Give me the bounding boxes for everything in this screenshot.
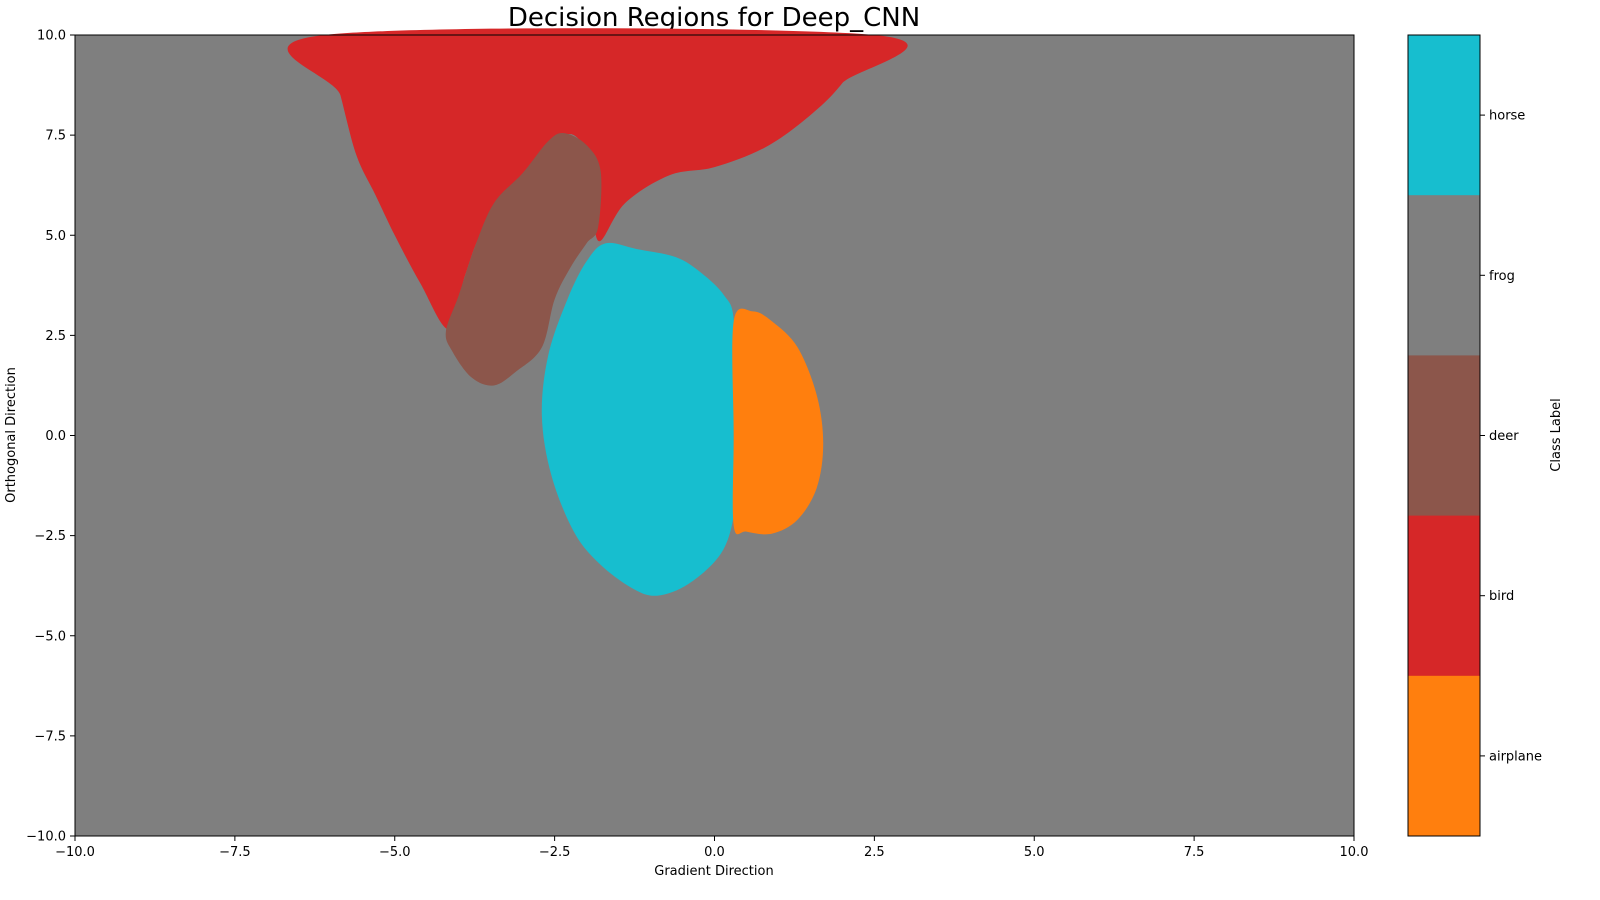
- x-tick-label: 5.0: [1024, 845, 1045, 860]
- colorbar-segment-bird: [1408, 515, 1480, 677]
- region-layer: [287, 28, 908, 596]
- x-axis-label: Gradient Direction: [654, 864, 773, 879]
- x-tick-label: −7.5: [219, 845, 251, 860]
- chart-title: Decision Regions for Deep_CNN: [508, 3, 920, 33]
- y-tick-label: 10.0: [37, 29, 66, 44]
- y-tick-label: 2.5: [45, 329, 66, 344]
- y-tick-label: 0.0: [45, 429, 66, 444]
- y-tick-label: −2.5: [34, 529, 66, 544]
- x-axis: −10.0 −7.5 −5.0 −2.5 0.0 2.5 5.0 7.5 10.0: [55, 836, 1368, 860]
- region-deer: [445, 133, 602, 386]
- x-tick-label: 10.0: [1340, 845, 1369, 860]
- x-tick-label: 0.0: [704, 845, 725, 860]
- colorbar-segment-horse: [1408, 35, 1480, 196]
- plot-area: [74, 28, 1355, 837]
- x-tick-label: 2.5: [864, 845, 885, 860]
- colorbar-tick-label-deer: deer: [1489, 429, 1519, 444]
- x-tick-label: 7.5: [1184, 845, 1205, 860]
- x-tick-label: −2.5: [539, 845, 571, 860]
- colorbar: horse frog deer bird airplane Class Label: [1407, 34, 1564, 837]
- colorbar-tick-label-horse: horse: [1489, 109, 1525, 124]
- colorbar-segment-deer: [1408, 355, 1480, 517]
- y-axis-label: Orthogonal Direction: [4, 367, 19, 503]
- y-axis: −10.0 −7.5 −5.0 −2.5 0.0 2.5 5.0 7.5 10.0: [26, 29, 75, 845]
- colorbar-ticks: horse frog deer bird airplane: [1480, 109, 1542, 764]
- x-tick-label: −5.0: [379, 845, 411, 860]
- y-tick-label: −5.0: [34, 629, 66, 644]
- y-tick-label: 5.0: [45, 229, 66, 244]
- y-tick-label: −10.0: [26, 830, 66, 845]
- colorbar-segment-airplane: [1408, 675, 1480, 837]
- colorbar-label: Class Label: [1549, 398, 1564, 471]
- colorbar-tick-label-frog: frog: [1489, 269, 1515, 284]
- region-airplane: [732, 308, 824, 535]
- colorbar-segment-frog: [1408, 195, 1480, 356]
- x-tick-label: −10.0: [55, 845, 95, 860]
- colorbar-tick-label-bird: bird: [1489, 589, 1514, 604]
- colorbar-tick-label-airplane: airplane: [1489, 749, 1542, 764]
- y-tick-label: −7.5: [34, 729, 66, 744]
- region-horse: [541, 242, 735, 596]
- y-tick-label: 7.5: [45, 129, 66, 144]
- colorbar-segments: [1408, 35, 1480, 837]
